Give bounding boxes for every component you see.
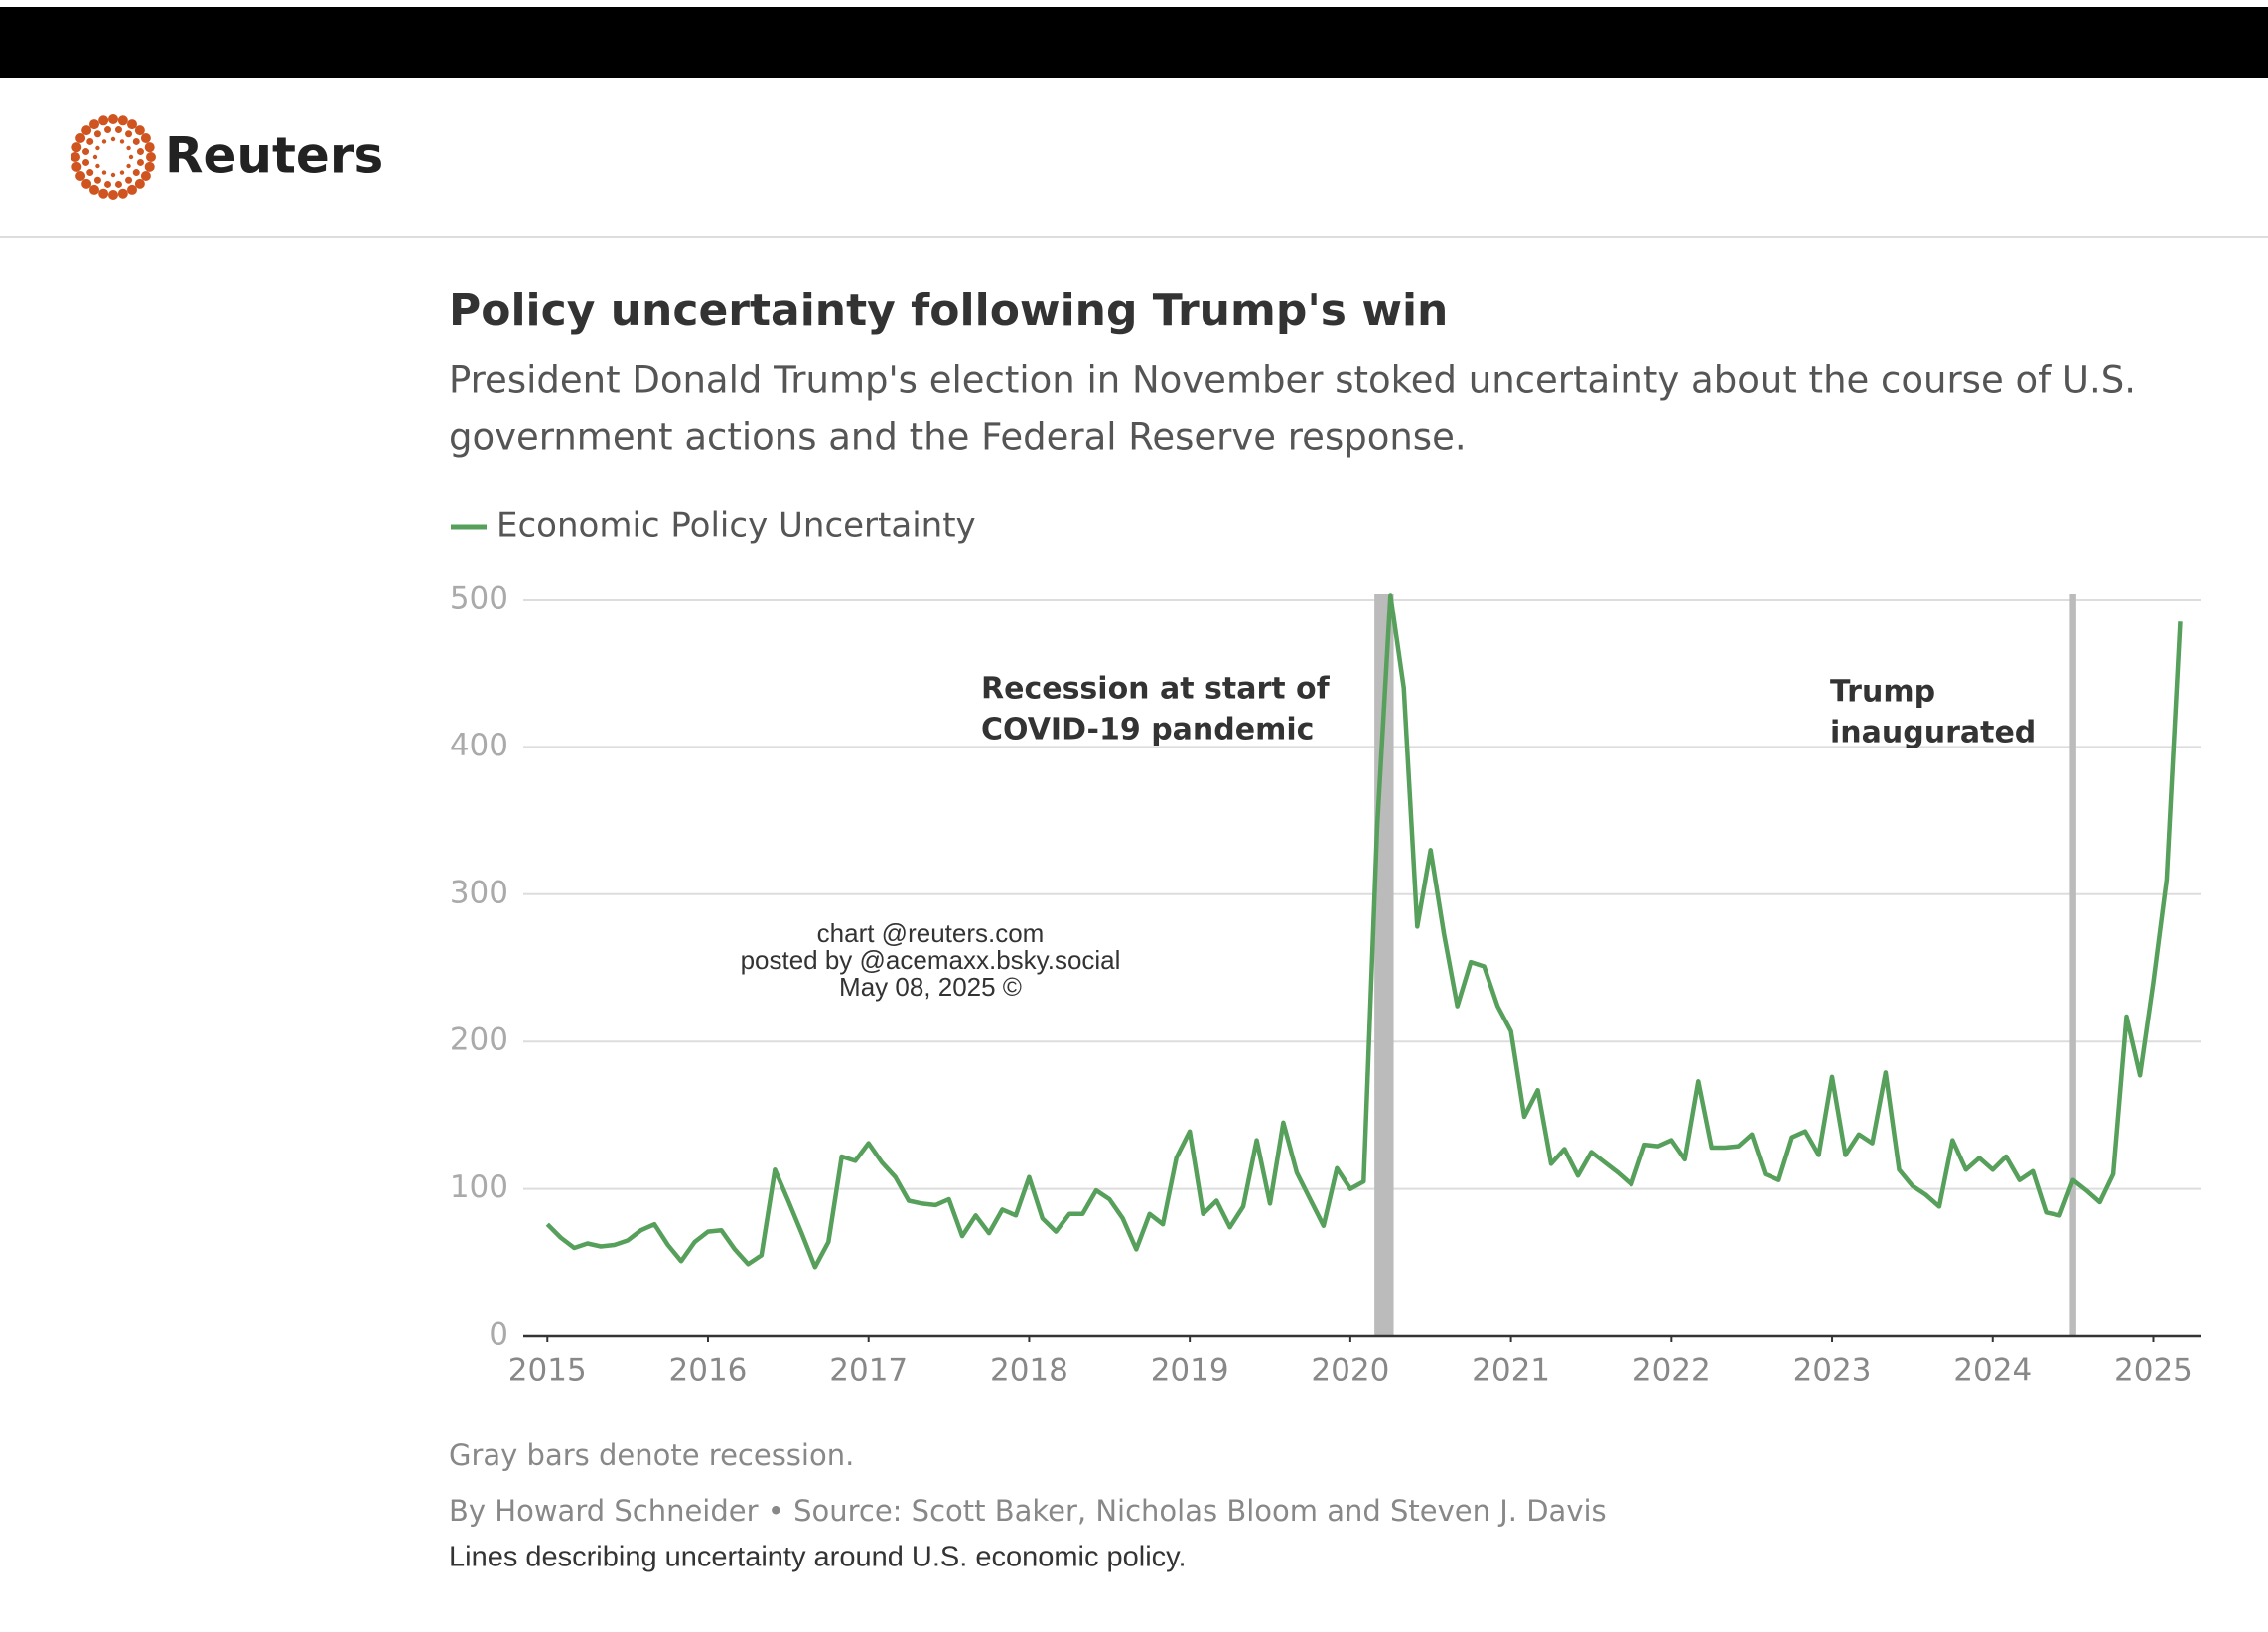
- logo-dot: [125, 176, 133, 184]
- y-tick-label: 200: [450, 1022, 508, 1058]
- logo-dot: [110, 136, 116, 142]
- logo-dot: [92, 154, 98, 160]
- logo-dot: [89, 119, 99, 130]
- logo-dot: [136, 158, 144, 166]
- chart-subtitle: government actions and the Federal Reser…: [449, 416, 1467, 459]
- annotation: Trump: [1830, 675, 1935, 710]
- logo-dot: [126, 145, 131, 151]
- logo-dot: [132, 169, 140, 177]
- logo-dot: [108, 190, 118, 200]
- x-tick-label: 2015: [508, 1353, 587, 1389]
- logo-dot: [136, 148, 144, 156]
- logo-dot: [86, 169, 94, 177]
- logo-dot: [144, 142, 155, 153]
- logo-dot: [98, 115, 109, 126]
- logo-dot: [81, 125, 92, 136]
- logo-dot: [132, 137, 140, 145]
- logo-dot: [119, 170, 125, 175]
- logo-dot: [119, 139, 125, 144]
- logo-dot: [101, 170, 107, 175]
- logo-dot: [82, 148, 90, 156]
- data-line: [545, 593, 2183, 1270]
- logo-dot: [128, 154, 134, 160]
- logo-dot: [95, 163, 100, 169]
- logo-dot: [81, 178, 92, 189]
- logo-dot: [93, 130, 101, 138]
- chart-subtitle: President Donald Trump's election in Nov…: [449, 359, 2136, 402]
- y-tick-label: 400: [450, 728, 508, 763]
- x-tick-label: 2023: [1793, 1353, 1872, 1389]
- x-tick-label: 2024: [1953, 1353, 2032, 1389]
- logo-dot: [71, 152, 80, 162]
- logo-dot: [117, 115, 128, 126]
- logo-dot: [101, 139, 107, 144]
- reuters-logo: [71, 114, 156, 200]
- logo-dot: [134, 178, 145, 189]
- logo-dot: [110, 172, 116, 178]
- logo-dot: [108, 114, 118, 124]
- logo-dot: [126, 163, 131, 169]
- logo-dot: [140, 171, 151, 181]
- logo-dot: [75, 133, 86, 143]
- logo-dot: [71, 161, 82, 172]
- logo-dot: [144, 161, 155, 172]
- logo-dot: [127, 184, 137, 195]
- x-tick-label: 2025: [2114, 1353, 2193, 1389]
- logo-dot: [104, 126, 112, 134]
- annotation: Recession at start of: [981, 672, 1331, 707]
- logo-dot: [134, 125, 145, 136]
- watermark: posted by @acemaxx.bsky.social: [741, 945, 1121, 975]
- annotation: COVID-19 pandemic: [981, 713, 1314, 748]
- x-tick-label: 2018: [990, 1353, 1068, 1389]
- logo-dot: [125, 130, 133, 138]
- logo-dot: [75, 171, 86, 181]
- logo-dot: [98, 188, 109, 199]
- x-tick-label: 2020: [1311, 1353, 1389, 1389]
- annotation: inaugurated: [1830, 716, 2036, 750]
- logo-dot: [117, 188, 128, 199]
- logo-dot: [89, 184, 99, 195]
- watermark: May 08, 2025 ©: [839, 972, 1022, 1002]
- y-tick-label: 500: [450, 581, 508, 616]
- x-tick-label: 2022: [1632, 1353, 1711, 1389]
- y-tick-label: 0: [489, 1317, 508, 1353]
- logo-dot: [82, 158, 90, 166]
- brand-name: Reuters: [165, 127, 383, 185]
- logo-dot: [140, 133, 151, 143]
- footnote: Gray bars denote recession.: [449, 1438, 854, 1472]
- x-tick-label: 2016: [669, 1353, 748, 1389]
- x-tick-label: 2021: [1472, 1353, 1550, 1389]
- footnote: By Howard Schneider • Source: Scott Bake…: [449, 1494, 1607, 1528]
- logo-dot: [114, 126, 122, 134]
- footnote: Lines describing uncertainty around U.S.…: [449, 1542, 1187, 1573]
- logo-dot: [104, 180, 112, 188]
- legend-label: Economic Policy Uncertainty: [496, 506, 976, 546]
- logo-dot: [95, 145, 100, 151]
- top-bar: [0, 7, 2268, 78]
- logo-dot: [127, 119, 137, 130]
- watermark: chart @reuters.com: [817, 918, 1045, 948]
- x-tick-label: 2019: [1151, 1353, 1229, 1389]
- chart-title: Policy uncertainty following Trump's win: [449, 285, 1448, 336]
- y-tick-label: 100: [450, 1169, 508, 1205]
- logo-dot: [93, 176, 101, 184]
- logo-dot: [86, 137, 94, 145]
- logo-dot: [146, 152, 156, 162]
- logo-dot: [71, 142, 82, 153]
- logo-dot: [114, 180, 122, 188]
- y-tick-label: 300: [450, 875, 508, 910]
- x-tick-label: 2017: [829, 1353, 908, 1389]
- recession-bar: [2069, 594, 2076, 1336]
